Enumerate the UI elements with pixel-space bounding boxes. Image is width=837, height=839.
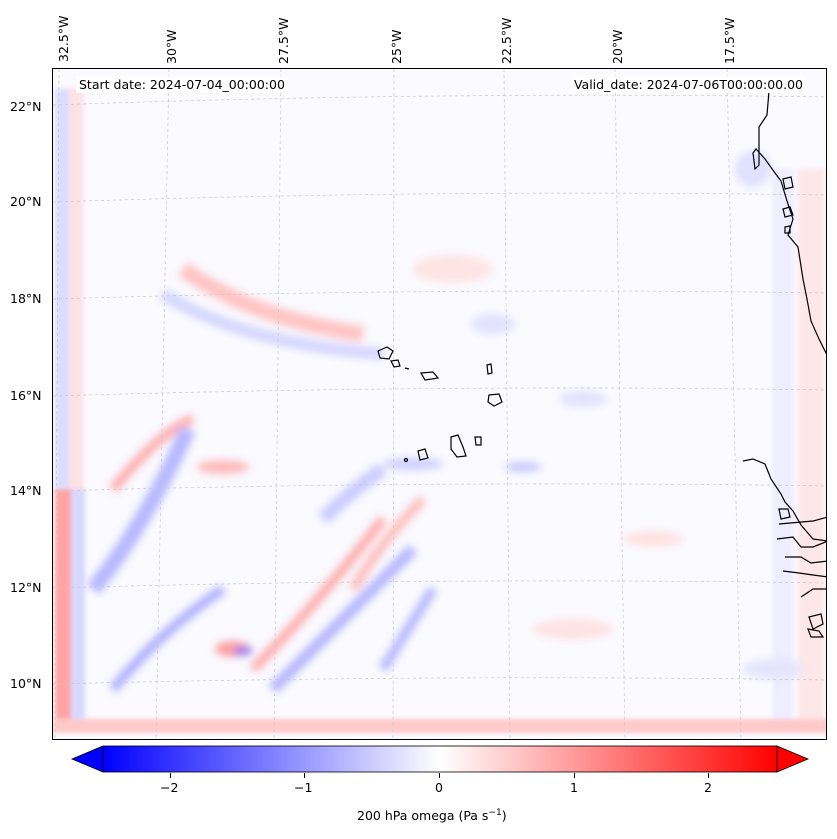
lat-label-22n: 22°N [10,99,42,114]
field-background [53,69,826,739]
colorbar-svg [70,745,810,773]
colorbar-tick-minus1 [304,773,305,778]
lat-label-12n: 12°N [10,580,42,595]
lat-label-10n: 10°N [10,676,42,691]
colorbar-gradient [102,745,778,773]
colorbar-label: 200 hPa omega (Pa s−1) [357,808,507,823]
lat-label-20n: 20°N [10,194,42,209]
lon-label-32-5w: 32.5°W [56,15,71,62]
omega-map [52,68,827,740]
colorbar-tick-label-minus1: −1 [294,780,313,795]
colorbar-low-extend [70,745,104,773]
valid-date-label: Valid_date: 2024-07-06T00:00:00.00 [570,76,806,93]
lon-label-20w: 20°W [610,29,625,64]
cape-verde-coastline [377,346,503,463]
lon-label-27-5w: 27.5°W [276,17,291,64]
colorbar-high-extend [776,745,810,773]
omega-anomalies [86,151,803,694]
lon-label-17-5w: 17.5°W [722,17,737,64]
colorbar [70,745,810,773]
colorbar-label-exponent: −1 [488,808,502,818]
colorbar-tick-label-1: 1 [570,780,578,795]
colorbar-tick-2 [708,773,709,778]
colorbar-tick-label-0: 0 [435,780,443,795]
colorbar-tick-minus2 [170,773,171,778]
colorbar-tick-label-minus2: −2 [160,780,179,795]
lat-label-14n: 14°N [10,483,42,498]
omega-field-svg [53,69,826,739]
start-date-label: Start date: 2024-07-04_00:00:00 [76,76,288,93]
lon-label-25w: 25°W [389,29,404,64]
colorbar-tick-1 [574,773,575,778]
colorbar-label-text: 200 hPa omega (Pa s [357,808,489,824]
colorbar-label-close: ) [501,808,507,824]
graticule [53,69,826,739]
colorbar-tick-label-2: 2 [704,780,712,795]
lat-label-16n: 16°N [10,388,42,403]
lon-label-30w: 30°W [164,29,179,64]
lon-label-22-5w: 22.5°W [499,17,514,64]
colorbar-tick-0 [439,773,440,778]
lat-label-18n: 18°N [10,291,42,306]
africa-coastline [742,80,826,638]
